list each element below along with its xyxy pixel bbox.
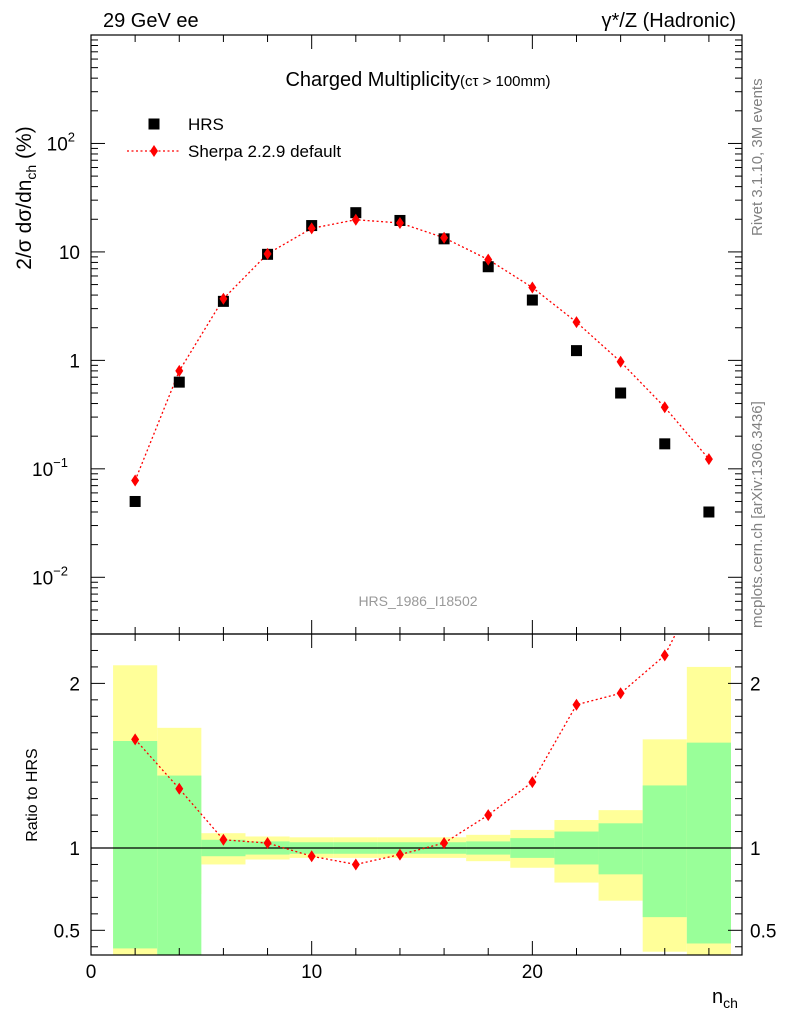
watermark-label: HRS_1986_I18502 bbox=[358, 593, 477, 609]
hrs-data-point bbox=[350, 207, 362, 219]
sherpa-data-point bbox=[484, 253, 493, 266]
main-ylabel: 2/σ dσ/dnch (%) bbox=[13, 126, 39, 269]
hrs-data-point bbox=[615, 387, 627, 399]
uncertainty-band-inner bbox=[686, 742, 731, 944]
ratio-y-tick-label: 2 bbox=[69, 674, 80, 695]
sherpa-data-point bbox=[660, 401, 669, 414]
ratio-sherpa-point bbox=[219, 833, 228, 846]
ratio-y-tick-label: 1 bbox=[69, 839, 80, 860]
ratio-sherpa-point bbox=[263, 837, 272, 850]
ratio-sherpa-point bbox=[572, 698, 581, 711]
y-tick-base: 10 bbox=[32, 568, 53, 589]
y-tick-label: 102 bbox=[47, 129, 75, 155]
xlabel-sub: ch bbox=[723, 995, 738, 1011]
ratio-sherpa-line bbox=[134, 634, 677, 866]
sherpa-line bbox=[134, 219, 710, 481]
hrs-data-point bbox=[173, 376, 185, 388]
ratio-panel-frame bbox=[90, 633, 743, 956]
ratio-y-tick-label-right: 0.5 bbox=[750, 921, 776, 942]
legend: HRS Sherpa 2.2.9 default bbox=[127, 115, 341, 161]
ratio-sherpa-point bbox=[484, 809, 493, 822]
ylabel-main-suffix: (%) bbox=[13, 126, 36, 165]
y-tick-label: 10−1 bbox=[32, 455, 68, 481]
ylabel-main-text: 2/σ dσ/dn bbox=[13, 180, 36, 270]
uncertainty-band-inner bbox=[598, 823, 643, 875]
sherpa-data-point bbox=[175, 364, 184, 377]
ratio-sherpa-point bbox=[351, 858, 360, 871]
x-tick-label: 0 bbox=[86, 962, 97, 983]
sherpa-data-point bbox=[307, 222, 316, 235]
sherpa-data-point bbox=[351, 213, 360, 226]
ratio-y-tick-label-right: 1 bbox=[750, 839, 761, 860]
ratio-y-tick-label: 0.5 bbox=[54, 921, 80, 942]
legend-sherpa-marker bbox=[150, 145, 158, 157]
ratio-ylabel: Ratio to HRS bbox=[24, 748, 41, 841]
hrs-data-point bbox=[659, 438, 671, 450]
ratio-sherpa-point bbox=[440, 837, 449, 850]
sherpa-data-point bbox=[528, 281, 537, 294]
y-tick-exponent: −2 bbox=[53, 563, 68, 578]
hrs-data-point bbox=[703, 506, 715, 518]
sherpa-data-point bbox=[395, 216, 404, 229]
legend-hrs-label: HRS bbox=[188, 115, 224, 134]
uncertainty-band-inner bbox=[157, 775, 202, 955]
main-title: Charged Multiplicity(cτ > 100mm) bbox=[285, 69, 550, 91]
y-tick-base: 10 bbox=[32, 460, 53, 481]
x-tick-label: 20 bbox=[522, 962, 543, 983]
xlabel-text: n bbox=[712, 986, 723, 1008]
sherpa-data-point bbox=[704, 453, 713, 466]
uncertainty-band-inner bbox=[113, 741, 158, 949]
uncertainty-band-inner bbox=[642, 785, 687, 918]
chart-title: Charged Multiplicity bbox=[285, 69, 460, 91]
hrs-data-point bbox=[482, 261, 494, 273]
sherpa-data-point bbox=[263, 247, 272, 260]
ratio-sherpa-point bbox=[131, 733, 140, 746]
rivet-side-label: Rivet 3.1.10, 3M events bbox=[749, 78, 766, 236]
ratio-sherpa-point bbox=[616, 687, 625, 700]
y-tick-label: 1 bbox=[69, 351, 80, 372]
sherpa-data-point bbox=[131, 474, 140, 487]
ylabel-main-sub: ch bbox=[23, 165, 39, 180]
hrs-data-point bbox=[570, 345, 582, 357]
header-left-label: 29 GeV ee bbox=[103, 10, 199, 32]
chart-subtitle: (cτ > 100mm) bbox=[460, 73, 551, 90]
hrs-data-point bbox=[129, 495, 141, 507]
y-tick-exponent: 2 bbox=[68, 129, 75, 144]
ratio-sherpa-point bbox=[660, 649, 669, 662]
legend-hrs-marker bbox=[148, 118, 160, 130]
y-tick-exponent: −1 bbox=[53, 455, 68, 470]
ratio-xlabel: nch bbox=[712, 986, 738, 1011]
ratio-y-tick-label-right: 2 bbox=[750, 674, 761, 695]
ratio-sherpa-point bbox=[395, 848, 404, 861]
header-right-label: γ*/Z (Hadronic) bbox=[602, 10, 736, 32]
ratio-sherpa-point bbox=[307, 850, 316, 863]
ratio-sherpa-point bbox=[175, 782, 184, 795]
y-tick-label: 10 bbox=[59, 243, 80, 264]
y-tick-base: 10 bbox=[47, 134, 68, 155]
ratio-panel: 0 10 20 0.5 0.5 1 1 2 2 Ratio to HRS nch bbox=[24, 562, 776, 1011]
hrs-data-point bbox=[526, 294, 538, 306]
ratio-sherpa-point bbox=[528, 776, 537, 789]
y-tick-label: 10−2 bbox=[32, 563, 68, 589]
x-tick-label: 10 bbox=[301, 962, 322, 983]
mcplots-side-label: mcplots.cern.ch [arXiv:1306.3436] bbox=[749, 401, 766, 628]
legend-sherpa-label: Sherpa 2.2.9 default bbox=[188, 142, 341, 161]
ratio-sherpa-point bbox=[705, 562, 713, 574]
sherpa-data-point bbox=[440, 231, 449, 244]
sherpa-data-point bbox=[572, 316, 581, 329]
sherpa-data-point bbox=[616, 355, 625, 368]
sherpa-data-point bbox=[219, 292, 228, 305]
